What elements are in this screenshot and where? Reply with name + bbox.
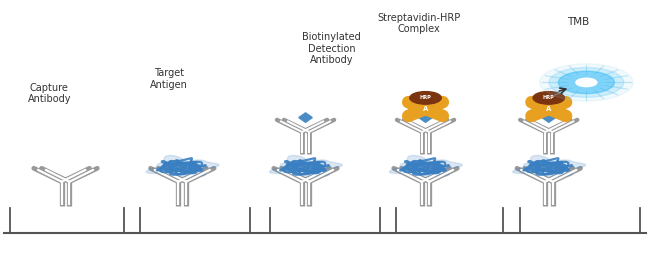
Circle shape	[540, 105, 558, 113]
Circle shape	[416, 105, 435, 113]
Text: A: A	[546, 106, 551, 112]
Polygon shape	[269, 155, 343, 177]
Circle shape	[576, 78, 597, 87]
Circle shape	[567, 75, 605, 90]
Polygon shape	[146, 155, 219, 177]
Circle shape	[533, 92, 565, 104]
Text: HRP: HRP	[420, 95, 432, 100]
Text: A: A	[423, 106, 428, 112]
Text: Capture
Antibody: Capture Antibody	[27, 82, 71, 104]
Polygon shape	[299, 113, 312, 122]
Polygon shape	[513, 155, 586, 177]
Circle shape	[549, 68, 624, 97]
Circle shape	[540, 64, 633, 101]
Polygon shape	[389, 155, 462, 177]
Text: Biotinylated
Detection
Antibody: Biotinylated Detection Antibody	[302, 32, 361, 65]
Polygon shape	[542, 113, 556, 122]
Text: Target
Antigen: Target Antigen	[150, 68, 188, 90]
Text: Streptavidin-HRP
Complex: Streptavidin-HRP Complex	[378, 13, 461, 34]
Text: TMB: TMB	[567, 17, 589, 27]
Text: HRP: HRP	[543, 95, 554, 100]
Circle shape	[410, 92, 441, 104]
Circle shape	[558, 71, 614, 94]
Polygon shape	[419, 113, 432, 122]
